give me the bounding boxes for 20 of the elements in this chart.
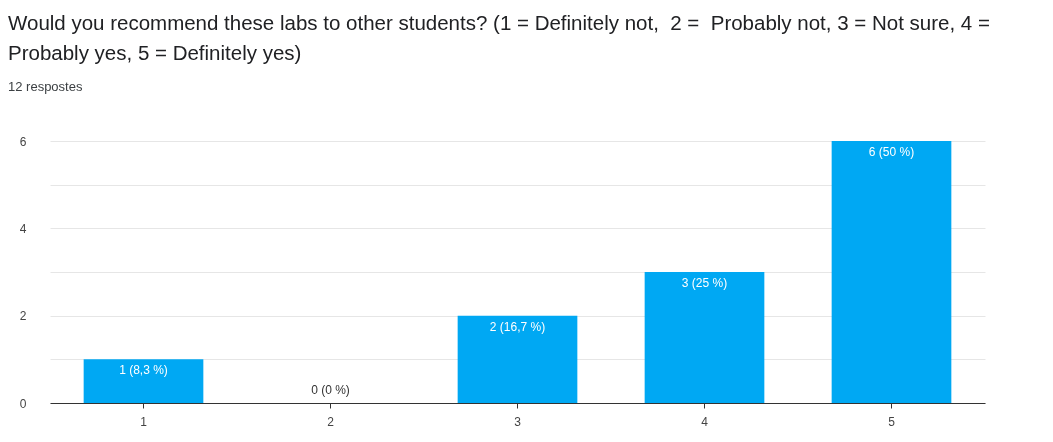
bar <box>457 315 578 403</box>
data-label: 1 (8,3 %) <box>119 363 168 378</box>
y-tick-label: 4 <box>19 221 27 236</box>
data-label: 6 (50 %) <box>868 145 915 159</box>
bar <box>831 141 952 403</box>
x-tick-label: 4 <box>701 414 709 429</box>
data-label: 3 (25 %) <box>681 276 728 290</box>
x-tick-label: 1 <box>140 414 148 429</box>
chart-title: Would you recommend these labs to other students? (1 = Definitely not, 2 = Probably not, 3 = Not sure, 4 = Probably yes, 5 = Definitely yes) <box>8 10 991 66</box>
bar <box>83 359 204 403</box>
y-tick-label: 2 <box>19 309 27 324</box>
y-tick-label: 6 <box>19 134 27 149</box>
data-label: 0 (0 %) <box>311 383 350 397</box>
y-tick-label: 0 <box>19 396 27 411</box>
x-tick-label: 2 <box>327 414 335 429</box>
x-tick-label: 5 <box>888 414 896 429</box>
x-tick-label: 3 <box>514 414 522 429</box>
chart-subtitle: 12 respostes <box>8 79 83 94</box>
bar <box>644 272 765 403</box>
data-label: 2 (16,7 %) <box>489 319 546 334</box>
